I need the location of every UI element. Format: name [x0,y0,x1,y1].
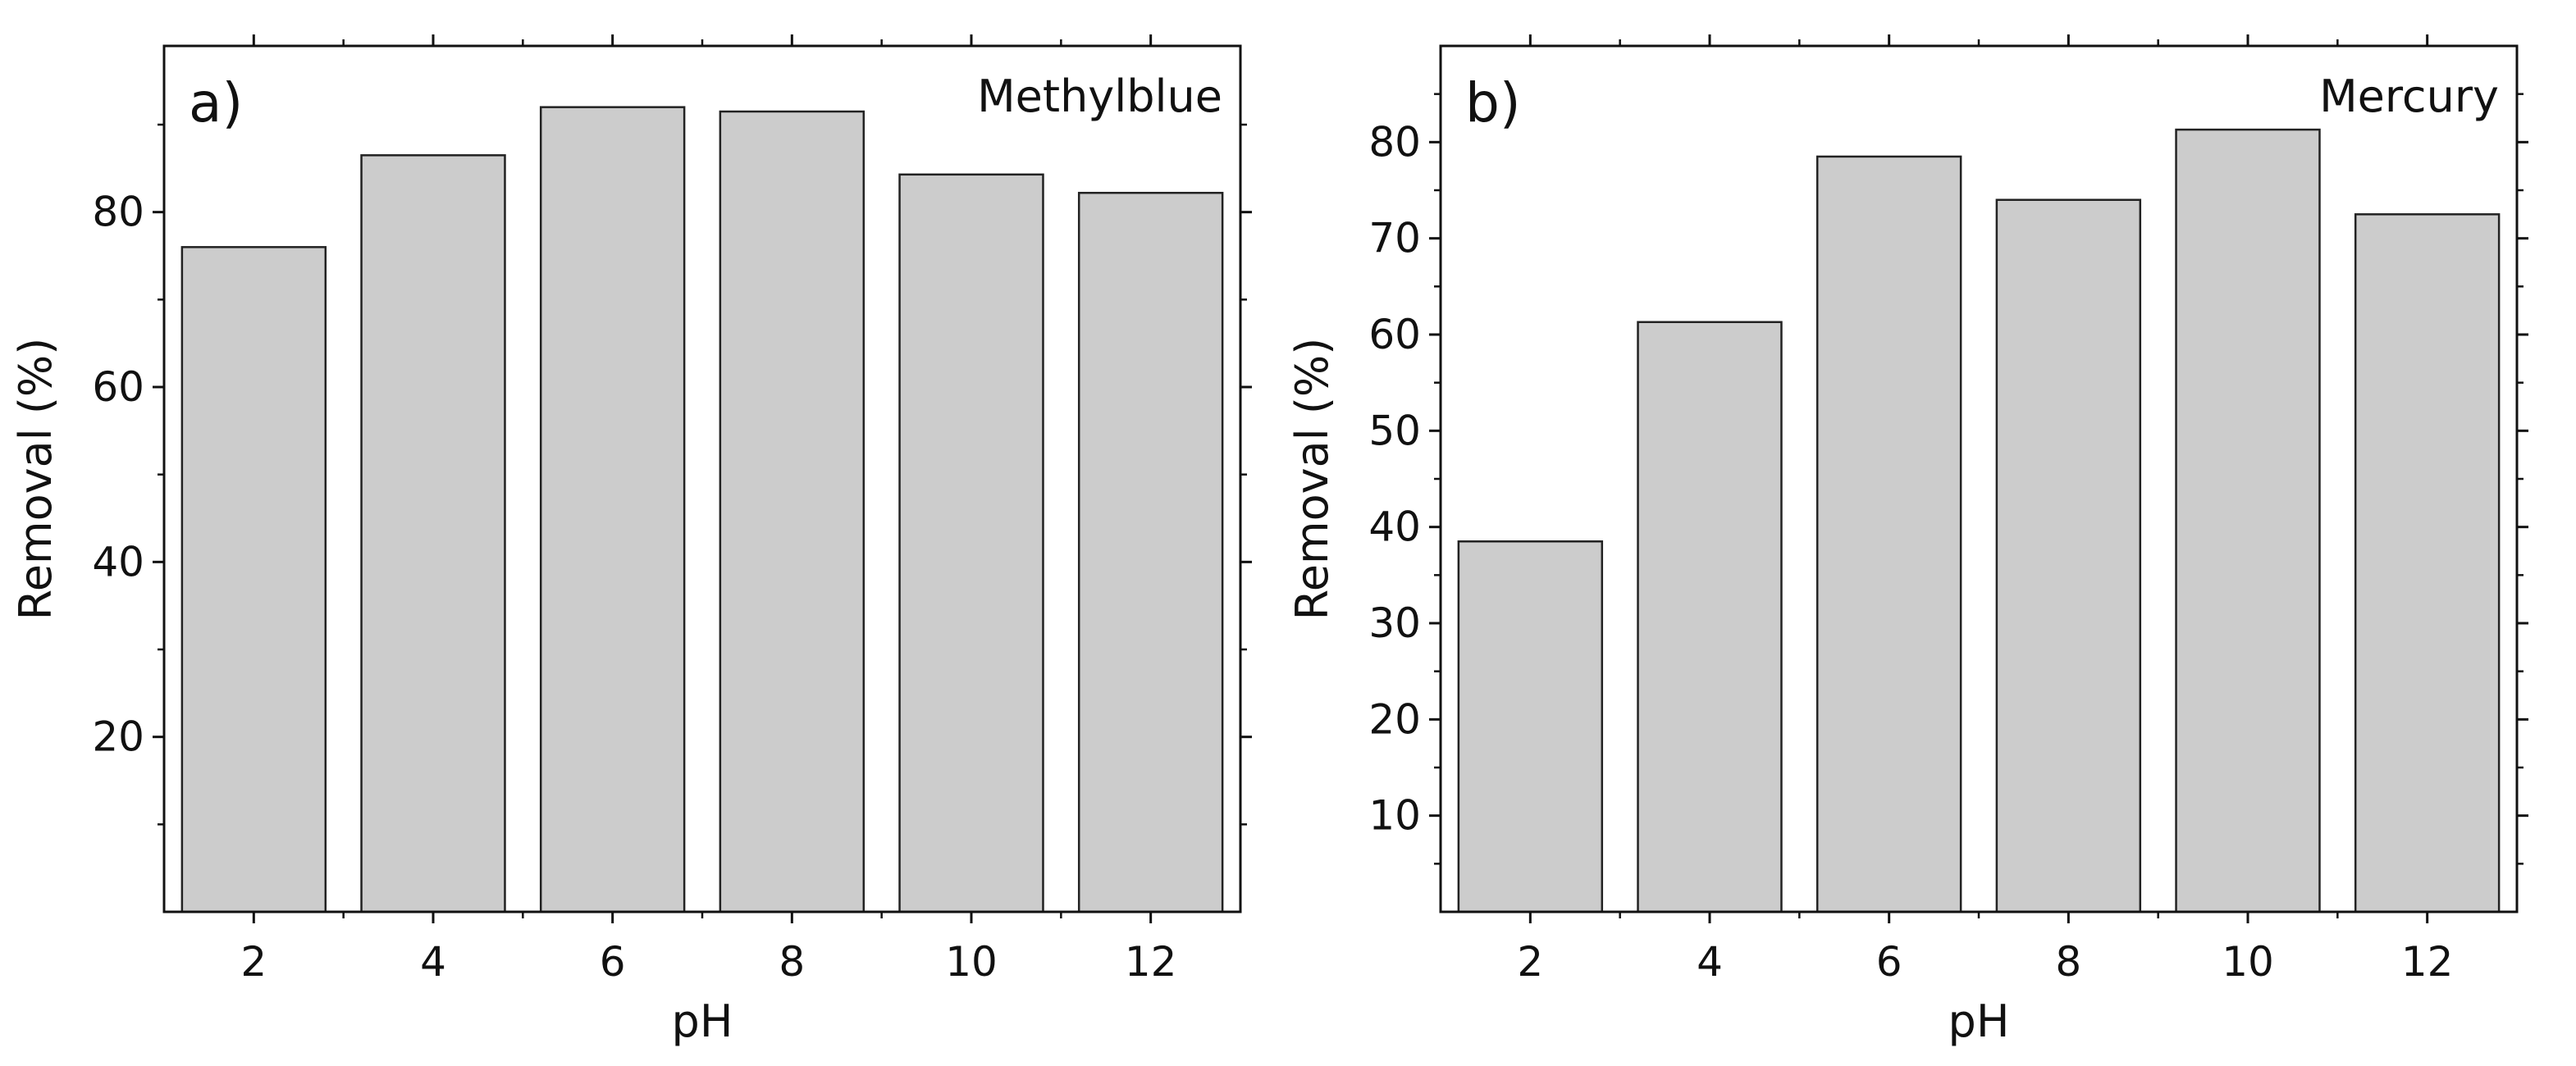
y-tick-label: 20 [1368,695,1421,743]
y-tick-label: 30 [1368,599,1421,647]
bar-ph-10 [2175,128,2321,913]
series-label: Methylblue [977,71,1222,122]
y-tick-label: 40 [1368,503,1421,551]
bar-ph-10 [898,173,1044,913]
bar-ph-6 [539,106,686,913]
bar-ph-4 [360,154,506,913]
y-axis-label: Removal (%) [1286,338,1338,621]
y-tick-label: 70 [1368,215,1421,262]
series-label: Mercury [2319,71,2499,122]
bar-ph-12 [1077,191,1224,913]
bar-ph-8 [1995,198,2142,913]
x-tick-label: 6 [1876,938,1902,986]
bars [180,106,1224,913]
x-axis-label: pH [672,995,733,1047]
y-tick-labels: 10 20 30 40 50 60 70 80 [1368,118,1421,839]
y-tick-label: 40 [92,538,144,585]
x-tick-label: 10 [2222,938,2274,986]
bar-ph-8 [719,110,866,913]
y-tick-label: 10 [1368,792,1421,840]
bar-ph-2 [1457,540,1604,913]
x-tick-label: 12 [2401,938,2454,986]
bar-ph-12 [2354,213,2501,913]
x-tick-label: 2 [240,938,267,986]
bar-ph-6 [1816,155,1962,913]
bar-ph-2 [180,246,327,913]
y-tick-label: 60 [1368,311,1421,358]
y-tick-label: 50 [1368,407,1421,454]
x-tick-label: 8 [2055,938,2081,986]
x-tick-label: 10 [945,938,998,986]
y-tick-label: 20 [92,713,144,761]
y-tick-label: 80 [1368,118,1421,166]
axis-ticks [153,34,1252,923]
x-tick-label: 2 [1517,938,1543,986]
x-tick-label: 8 [779,938,805,986]
y-tick-label: 60 [92,363,144,411]
axis-ticks [1429,34,2528,923]
x-axis-label: pH [1948,995,2010,1047]
x-tick-label: 6 [600,938,626,986]
y-tick-label: 80 [92,189,144,236]
x-tick-label: 12 [1125,938,1177,986]
bars [1457,128,2501,913]
y-axis-label: Removal (%) [10,338,62,621]
x-tick-labels: 2 4 6 8 10 12 [240,938,1176,986]
panel-label: a) [189,71,243,134]
x-tick-label: 4 [420,938,446,986]
panel-a-methylblue: 20 40 60 80 2 4 6 8 10 12 a) Methylblue pH Remov… [10,34,1252,1047]
x-tick-label: 4 [1697,938,1723,986]
x-tick-labels: 2 4 6 8 10 12 [1517,938,2453,986]
y-tick-labels: 20 40 60 80 [92,189,144,761]
bar-ph-4 [1637,321,1783,913]
panel-label: b) [1465,71,1521,134]
